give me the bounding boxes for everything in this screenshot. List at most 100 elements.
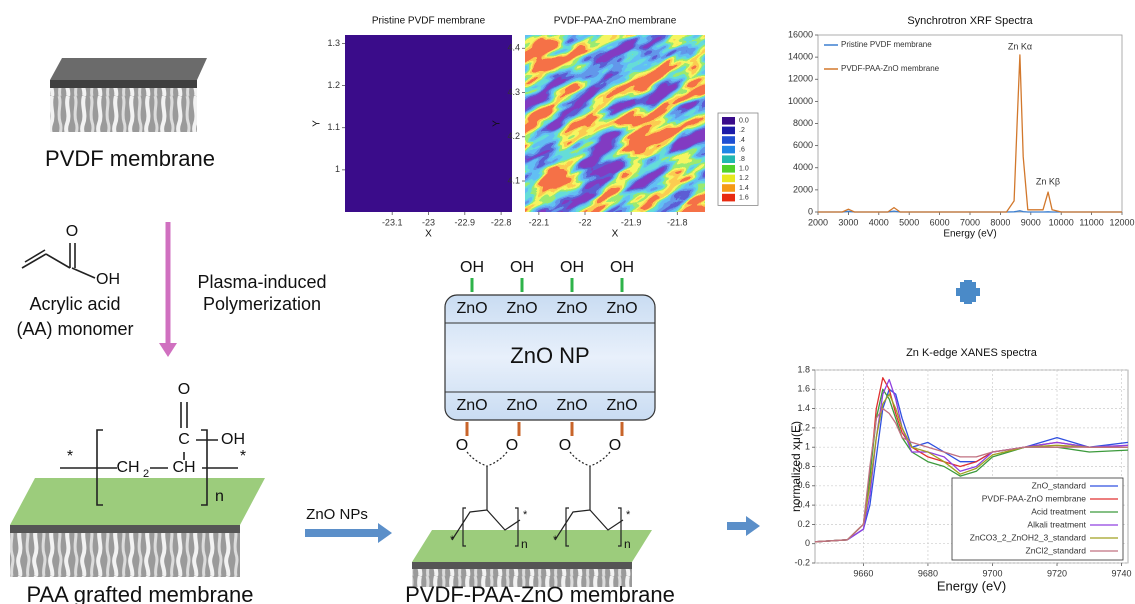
y-tick-label: 1.1 <box>327 122 340 132</box>
zno-np-drawing <box>444 278 656 436</box>
chain-n: n <box>624 537 631 551</box>
monomer-oh: OH <box>96 271 120 288</box>
y-tick-label: 0.6 <box>797 480 810 490</box>
x-tick-label: 10000 <box>1049 217 1074 227</box>
paa-star: * <box>240 448 246 465</box>
colorbar-label: 1.0 <box>739 166 749 173</box>
y-tick-label: 0.8 <box>797 461 810 471</box>
y-tick-label: 0 <box>805 538 810 548</box>
x-tick-label: -22.8 <box>491 217 512 227</box>
chart: Pristine PVDF membrane -23.1 -23 -22.9 -22.8… <box>312 16 512 240</box>
series-line <box>814 407 1128 543</box>
paa-sub: 2 <box>143 468 149 480</box>
x-tick-label: 9000 <box>1021 217 1041 227</box>
paa-o: O <box>178 381 190 398</box>
x-tick-label: -23.1 <box>382 217 403 227</box>
annotation: Zn Kα <box>1008 41 1032 51</box>
oh-label: OH <box>560 259 584 276</box>
x-tick-label: 8000 <box>990 217 1010 227</box>
y-tick-label: 12000 <box>788 74 813 84</box>
colorbar-swatch <box>722 155 735 163</box>
x-tick-label: 9660 <box>853 568 873 578</box>
x-axis-label: Energy (eV) <box>937 578 1006 593</box>
colorbar-swatch <box>722 174 735 183</box>
x-tick-label: 7000 <box>960 217 980 227</box>
legend-label: Acid treatment <box>1031 506 1086 516</box>
y-tick-label: 1.2 <box>327 80 340 90</box>
monomer-o: O <box>66 223 78 240</box>
x-tick-label: 9700 <box>982 568 1002 578</box>
arrow <box>727 516 760 536</box>
y-tick-label: 1.4 <box>797 403 810 413</box>
y-tick-label: 14000 <box>788 52 813 62</box>
carboxylate-o: O <box>506 437 518 454</box>
y-tick-label: 4.4 <box>507 43 520 53</box>
arrow-label: ZnO NPs <box>306 506 368 523</box>
zno-label: ZnO <box>456 300 487 317</box>
zno-membrane-drawing <box>412 451 652 587</box>
x-axis-label: X <box>612 229 619 240</box>
paa-label: PAA grafted membrane <box>26 582 253 604</box>
y-tick-label: 6000 <box>793 140 813 150</box>
heatmap-area <box>525 35 705 212</box>
chart-title: Pristine PVDF membrane <box>372 16 486 27</box>
colorbar-swatch <box>722 184 735 192</box>
carboxylate-o: O <box>456 437 468 454</box>
process-arrow <box>159 222 177 357</box>
y-tick-label: 0 <box>808 206 813 216</box>
colorbar-label: 1.6 <box>739 194 749 201</box>
chain-star: * <box>626 509 631 521</box>
x-tick-label: 5000 <box>899 217 919 227</box>
x-tick-label: 9680 <box>918 568 938 578</box>
x-tick-label: 4000 <box>869 217 889 227</box>
y-tick-label: 1 <box>335 164 340 174</box>
paa-membrane-drawing <box>10 478 265 577</box>
paa-star: * <box>67 448 73 465</box>
paa-bonds <box>60 402 238 506</box>
colorbar-label: 1.4 <box>739 185 749 192</box>
y-tick-label: 0.2 <box>797 519 810 529</box>
x-axis-label: X <box>425 229 432 240</box>
heatmap-fill <box>345 35 512 212</box>
zno-label: ZnO <box>456 397 487 414</box>
series-line <box>818 54 1122 213</box>
acrylic-acid-structure <box>21 243 96 279</box>
chain-n: n <box>521 537 528 551</box>
legend-label: ZnO_standard <box>1032 480 1087 490</box>
legend-label: PVDF-PAA-ZnO membrane <box>982 493 1087 503</box>
oh-label: OH <box>510 259 534 276</box>
x-tick-label: -21.8 <box>667 217 688 227</box>
y-tick-label: 1.2 <box>797 422 810 432</box>
colorbar-swatch <box>722 145 735 154</box>
y-axis-label: Y <box>312 120 323 127</box>
carboxylate-o: O <box>609 437 621 454</box>
paa-oh: OH <box>221 431 245 448</box>
chart: PVDF-PAA-ZnO membrane 0.0 .2 .4 .6 .8 1.0 1.2 1.… <box>492 16 759 240</box>
x-tick-label: -23 <box>422 217 435 227</box>
arrow <box>305 523 392 543</box>
chart: Zn K-edge XANES spectra 9660 9680 9700 9720 9… <box>789 347 1131 594</box>
pvdf-label: PVDF membrane <box>45 146 215 171</box>
step-label: Plasma-induced <box>197 272 326 292</box>
x-tick-label: 3000 <box>838 217 858 227</box>
y-tick-label: 10000 <box>788 96 813 106</box>
annotation: Zn Kβ <box>1036 176 1060 186</box>
oh-label: OH <box>460 259 484 276</box>
legend-label: PVDF-PAA-ZnO membrane <box>841 64 940 73</box>
y-axis-label: Y <box>492 120 503 127</box>
colorbar-swatch <box>722 193 735 202</box>
x-tick-label: 9740 <box>1112 568 1132 578</box>
y-tick-label: 1.6 <box>797 384 810 394</box>
y-tick-label: 1.3 <box>327 38 340 48</box>
legend-label: Pristine PVDF membrane <box>841 40 932 49</box>
zno-label: ZnO <box>606 397 637 414</box>
y-tick-label: 4.2 <box>507 131 520 141</box>
x-tick-label: -22 <box>578 217 591 227</box>
chart-title: Zn K-edge XANES spectra <box>906 347 1038 359</box>
y-tick-label: 4000 <box>793 162 813 172</box>
monomer-label: Acrylic acid <box>29 294 120 314</box>
np-label: ZnO NP <box>510 343 589 368</box>
zno-label: ZnO <box>556 300 587 317</box>
